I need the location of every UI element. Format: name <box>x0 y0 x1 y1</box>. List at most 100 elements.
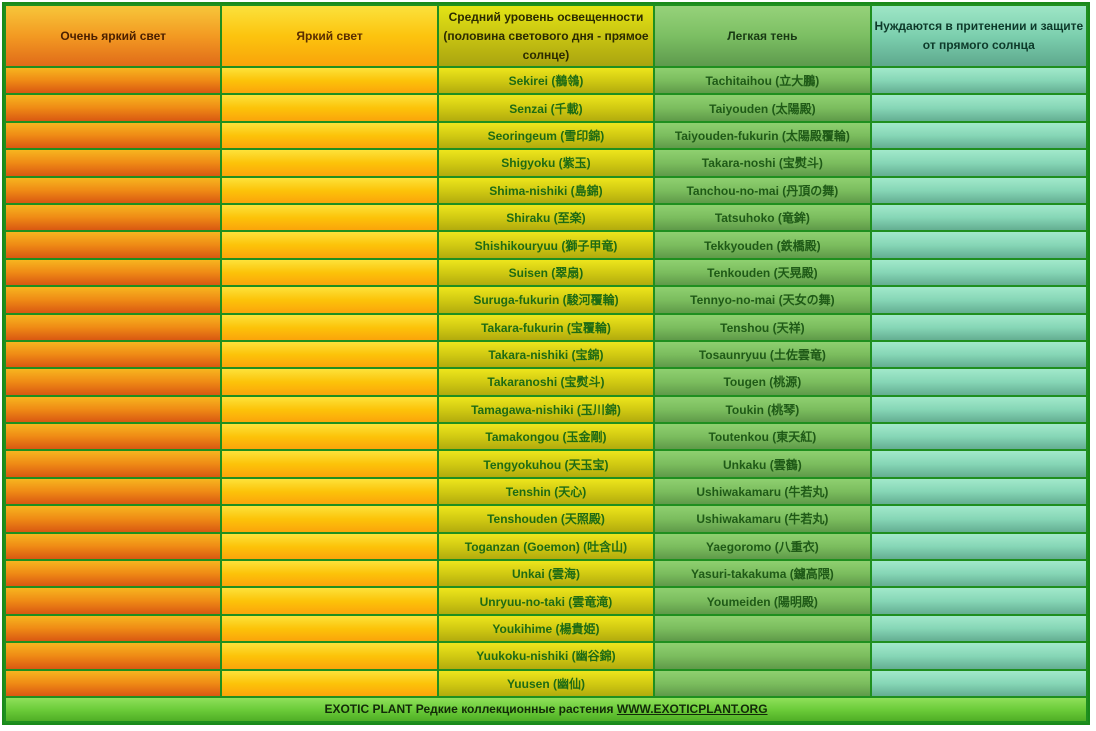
table-cell-c4: Yaegoromo (八重衣) <box>655 533 870 560</box>
table-cell-c1 <box>6 424 221 450</box>
table-cell-c4: Unkaku (雲鶴) <box>655 451 870 477</box>
table-cell-c5 <box>871 615 1086 642</box>
table-row: Shima-nishiki (島錦) Tanchou-no-mai (丹頂の舞) <box>6 177 1086 203</box>
table-row: Yuukoku-nishiki (幽谷錦) <box>6 643 1086 669</box>
table-cell-c4 <box>655 615 870 642</box>
table-cell-c3: Seoringeum (雪印錦) <box>438 122 654 149</box>
table-cell-c4: Taiyouden (太陽殿) <box>655 95 870 121</box>
table-body: Sekirei (鶺鴒) Tachitaihou (立大鵬) Senzai (千載)… <box>6 68 1086 696</box>
table-cell-c5 <box>871 150 1086 176</box>
header-very-bright-light: Очень яркий свет <box>6 6 221 66</box>
header-shade-needed: Нуждаются в притенении и защите от прямо… <box>871 6 1086 66</box>
table-cell-c1 <box>6 396 221 423</box>
table-cell-c4: Tennyo-no-mai (天女の舞) <box>655 287 870 313</box>
table-cell-c1 <box>6 232 221 258</box>
table-row: Tenshouden (天照殿) Ushiwakamaru (牛若丸) <box>6 506 1086 532</box>
table-cell-c2 <box>222 177 437 203</box>
table-cell-c5 <box>871 588 1086 614</box>
table-cell-c3: Sekirei (鶺鴒) <box>438 68 654 94</box>
table-cell-c1 <box>6 204 221 231</box>
table-cell-c2 <box>222 232 437 258</box>
table-cell-c5 <box>871 287 1086 313</box>
table-cell-c3: Tenshouden (天照殿) <box>438 506 654 532</box>
table-cell-c1 <box>6 259 221 286</box>
table-cell-c3: Unkai (雲海) <box>438 561 654 587</box>
table-cell-c3: Takara-nishiki (宝錦) <box>438 341 654 368</box>
table-cell-c1 <box>6 643 221 669</box>
header-row: Очень яркий свет Яркий свет Средний уров… <box>6 6 1086 66</box>
table-cell-c5 <box>871 478 1086 505</box>
table-row: Tamagawa-nishiki (玉川錦) Toukin (桃琴) <box>6 396 1086 423</box>
table-cell-c4: Takara-noshi (宝熨斗) <box>655 150 870 176</box>
table-cell-c2 <box>222 396 437 423</box>
table-cell-c5 <box>871 670 1086 696</box>
table-cell-c3: Tenshin (天心) <box>438 478 654 505</box>
table-cell-c3: Shishikouryuu (獅子甲竜) <box>438 232 654 258</box>
table-cell-c5 <box>871 95 1086 121</box>
table-cell-c4: Ushiwakamaru (牛若丸) <box>655 478 870 505</box>
table-cell-c2 <box>222 150 437 176</box>
table-cell-c2 <box>222 615 437 642</box>
table-cell-c2 <box>222 588 437 614</box>
table-row: Tamakongou (玉金剛) Toutenkou (東天紅) <box>6 424 1086 450</box>
table-cell-c1 <box>6 615 221 642</box>
table-cell-c4: Youmeiden (陽明殿) <box>655 588 870 614</box>
table-cell-c4: Toukin (桃琴) <box>655 396 870 423</box>
table-cell-c2 <box>222 478 437 505</box>
table-cell-c5 <box>871 396 1086 423</box>
table-cell-c2 <box>222 122 437 149</box>
table-cell-c4: Tenshou (天祥) <box>655 314 870 340</box>
table-cell-c3: Shiraku (至楽) <box>438 204 654 231</box>
table-cell-c3: Yuusen (幽仙) <box>438 670 654 696</box>
table-cell-c1 <box>6 478 221 505</box>
table-cell-c4: Tosaunryuu (土佐雲竜) <box>655 341 870 368</box>
table-cell-c5 <box>871 451 1086 477</box>
table-cell-c4: Tachitaihou (立大鵬) <box>655 68 870 94</box>
table-cell-c5 <box>871 177 1086 203</box>
table-cell-c1 <box>6 68 221 94</box>
table-cell-c5 <box>871 204 1086 231</box>
table-row: Yuusen (幽仙) <box>6 670 1086 696</box>
table-row: Seoringeum (雪印錦) Taiyouden-fukurin (太陽殿覆輪… <box>6 122 1086 149</box>
table-cell-c1 <box>6 670 221 696</box>
table-row: Takara-fukurin (宝覆輪) Tenshou (天祥) <box>6 314 1086 340</box>
table-cell-c1 <box>6 287 221 313</box>
table-cell-c3: Unryuu-no-taki (雲竜滝) <box>438 588 654 614</box>
table-cell-c3: Tamagawa-nishiki (玉川錦) <box>438 396 654 423</box>
table-cell-c5 <box>871 533 1086 560</box>
table-row: Shiraku (至楽) Tatsuhoko (竜鉾) <box>6 204 1086 231</box>
table-cell-c2 <box>222 341 437 368</box>
table-cell-c5 <box>871 369 1086 395</box>
table-cell-c3: Suisen (翠扇) <box>438 259 654 286</box>
table-cell-c5 <box>871 561 1086 587</box>
footer-link[interactable]: WWW.EXOTICPLANT.ORG <box>616 702 768 716</box>
table-cell-c5 <box>871 68 1086 94</box>
table-cell-c2 <box>222 259 437 286</box>
table-cell-c3: Toganzan (Goemon) (吐含山) <box>438 533 654 560</box>
table-row: Tengyokuhou (天玉宝) Unkaku (雲鶴) <box>6 451 1086 477</box>
table-row: Suisen (翠扇) Tenkouden (天晃殿) <box>6 259 1086 286</box>
table-row: Unryuu-no-taki (雲竜滝) Youmeiden (陽明殿) <box>6 588 1086 614</box>
table-row: Tenshin (天心) Ushiwakamaru (牛若丸) <box>6 478 1086 505</box>
table-cell-c5 <box>871 424 1086 450</box>
table-cell-c2 <box>222 204 437 231</box>
table-cell-c3: Suruga-fukurin (駿河覆輪) <box>438 287 654 313</box>
table-cell-c5 <box>871 506 1086 532</box>
table-cell-c2 <box>222 561 437 587</box>
table-cell-c3: Senzai (千載) <box>438 95 654 121</box>
table-cell-c1 <box>6 150 221 176</box>
table-cell-c3: Takara-fukurin (宝覆輪) <box>438 314 654 340</box>
table-cell-c5 <box>871 122 1086 149</box>
header-medium-light: Средний уровень освещенности (половина с… <box>438 6 654 66</box>
table-row: Sekirei (鶺鴒) Tachitaihou (立大鵬) <box>6 68 1086 94</box>
table-cell-c1 <box>6 122 221 149</box>
table-cell-c2 <box>222 369 437 395</box>
table-cell-c4: Yasuri-takakuma (鑢高隈) <box>655 561 870 587</box>
table-row: Youkihime (楊貴姫) <box>6 615 1086 642</box>
table-cell-c4 <box>655 670 870 696</box>
table-row: Shigyoku (紫玉) Takara-noshi (宝熨斗) <box>6 150 1086 176</box>
table-row: Shishikouryuu (獅子甲竜) Tekkyouden (鉄橋殿) <box>6 232 1086 258</box>
table-cell-c2 <box>222 95 437 121</box>
table-cell-c4: Taiyouden-fukurin (太陽殿覆輪) <box>655 122 870 149</box>
